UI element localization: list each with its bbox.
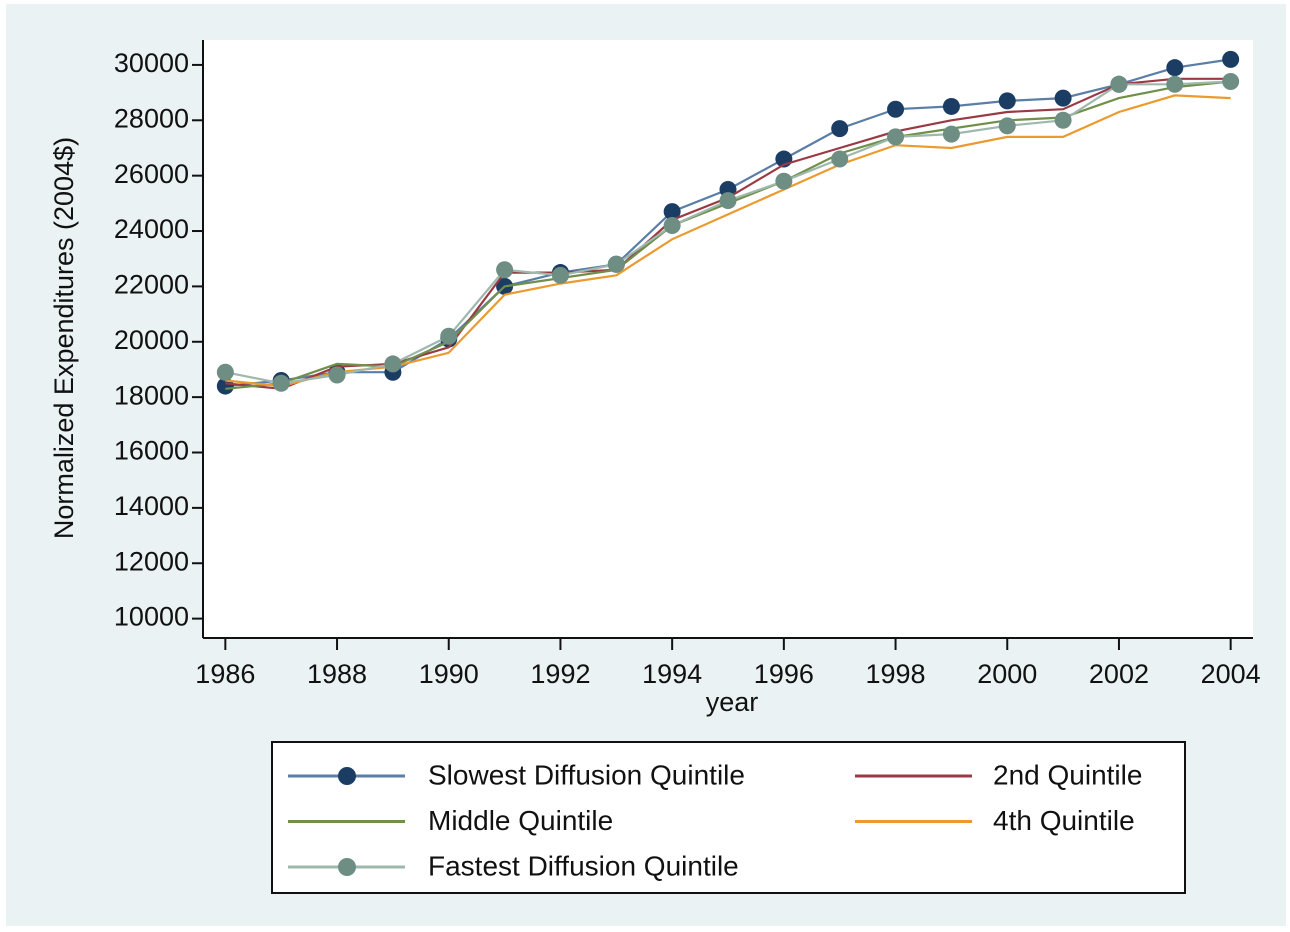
- series-marker: [440, 327, 458, 345]
- series-marker: [831, 120, 849, 138]
- plot-area: [203, 40, 1253, 638]
- y-tick-label: 14000: [114, 491, 189, 521]
- legend-label: Middle Quintile: [428, 805, 613, 836]
- legend-marker: [338, 767, 356, 785]
- legend-label: Slowest Diffusion Quintile: [428, 759, 745, 790]
- series-marker: [663, 216, 681, 234]
- x-tick-label: 1986: [195, 659, 255, 689]
- series-marker: [384, 355, 402, 373]
- x-tick-label: 2002: [1089, 659, 1149, 689]
- y-tick-label: 18000: [114, 380, 189, 410]
- series-marker: [1110, 75, 1128, 93]
- series-marker: [1166, 59, 1184, 77]
- x-tick-label: 1994: [642, 659, 702, 689]
- x-tick-label: 1992: [530, 659, 590, 689]
- series-marker: [831, 150, 849, 168]
- series-marker: [1166, 75, 1184, 93]
- series-marker: [942, 125, 960, 143]
- x-tick-label: 2000: [977, 659, 1037, 689]
- y-tick-label: 20000: [114, 325, 189, 355]
- series-marker: [719, 192, 737, 210]
- series-marker: [775, 172, 793, 190]
- y-axis-label: Normalized Expenditures (2004$): [49, 137, 79, 539]
- legend-box: [271, 741, 1186, 894]
- y-tick-label: 10000: [114, 602, 189, 632]
- x-tick-label: 1988: [307, 659, 367, 689]
- series-marker: [942, 97, 960, 115]
- y-tick-label: 12000: [114, 546, 189, 576]
- series-marker: [496, 261, 514, 279]
- x-tick-label: 1998: [866, 659, 926, 689]
- legend-label: 4th Quintile: [993, 805, 1135, 836]
- series-marker: [1054, 89, 1072, 107]
- y-tick-label: 30000: [114, 48, 189, 78]
- series-marker: [887, 128, 905, 146]
- series-marker: [216, 363, 234, 381]
- series-marker: [998, 92, 1016, 110]
- series-marker: [551, 266, 569, 284]
- series-marker: [1222, 50, 1240, 68]
- y-tick-label: 24000: [114, 214, 189, 244]
- y-tick-label: 22000: [114, 270, 189, 300]
- series-marker: [607, 255, 625, 273]
- series-marker: [887, 100, 905, 118]
- series-marker: [663, 203, 681, 221]
- y-tick-label: 26000: [114, 159, 189, 189]
- series-marker: [998, 117, 1016, 135]
- x-tick-label: 1990: [419, 659, 479, 689]
- series-marker: [1222, 73, 1240, 91]
- legend-label: Fastest Diffusion Quintile: [428, 850, 739, 881]
- series-marker: [328, 366, 346, 384]
- series-marker: [272, 374, 290, 392]
- x-tick-label: 1996: [754, 659, 814, 689]
- legend-label: 2nd Quintile: [993, 759, 1142, 790]
- y-tick-label: 28000: [114, 103, 189, 133]
- series-marker: [1054, 111, 1072, 129]
- x-axis-label: year: [706, 687, 759, 717]
- x-tick-label: 2004: [1201, 659, 1261, 689]
- legend-marker: [338, 858, 356, 876]
- y-tick-label: 16000: [114, 436, 189, 466]
